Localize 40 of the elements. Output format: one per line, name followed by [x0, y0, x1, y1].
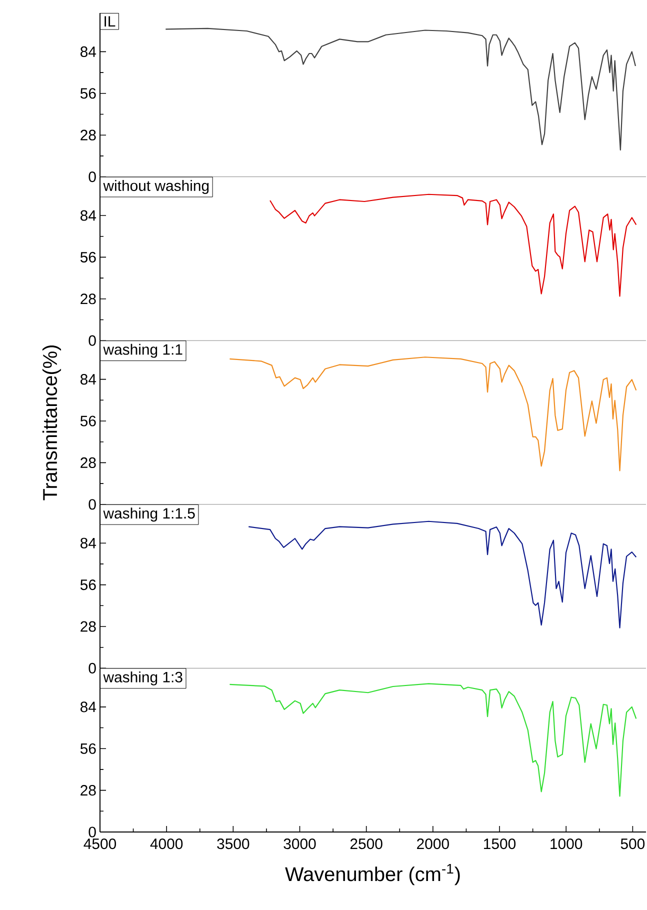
annotation: washing 1:1 — [103, 344, 182, 358]
y-tick-label: 28 — [80, 294, 96, 304]
annotation: without washing — [103, 180, 209, 194]
annotation: washing 1:1.5 — [103, 508, 195, 522]
x-tick-label: 1000 — [550, 838, 582, 850]
x-tick-label: 3000 — [284, 838, 316, 850]
x-tick-label: 2000 — [417, 838, 449, 850]
y-tick-label: 56 — [80, 416, 96, 426]
y-tick-label: 0 — [88, 171, 96, 182]
y-tick-label: 84 — [80, 702, 96, 712]
y-tick-label: 28 — [80, 130, 96, 140]
x-tick-label: 500 — [620, 838, 645, 850]
annotation: washing 1:3 — [103, 671, 182, 686]
y-tick-label: 28 — [80, 621, 96, 632]
line-series — [248, 520, 637, 628]
line-series — [229, 356, 637, 472]
y-tick-label: 28 — [80, 457, 96, 468]
y-tick-label: 84 — [80, 374, 96, 385]
y-tick-label: 56 — [80, 88, 96, 99]
y-tick-label: 56 — [80, 580, 96, 590]
y-tick-label: 0 — [88, 499, 96, 510]
x-axis-title: Wavenumber (cm$^{-1}$) — [285, 864, 460, 886]
y-tick-label: 28 — [80, 785, 96, 796]
y-tick-label: 0 — [88, 662, 96, 674]
y-tick-label: 0 — [88, 335, 96, 346]
line-series — [270, 194, 637, 297]
y-tick-label: 84 — [80, 538, 96, 548]
y-tick-label: 56 — [80, 252, 96, 262]
x-tick-label: 4000 — [150, 838, 183, 850]
y-tick-label: 84 — [80, 210, 96, 221]
y-axis-title: Transmittance(%) — [42, 345, 62, 500]
y-tick-label: 56 — [80, 743, 96, 754]
line-series — [229, 683, 637, 797]
annotation: IL — [104, 16, 116, 27]
x-tick-label: 4500 — [84, 838, 116, 850]
x-tick-label: 1500 — [484, 838, 516, 850]
y-tick-label: 0 — [88, 826, 96, 838]
y-tick-label: 84 — [80, 46, 96, 57]
x-tick-label: 3500 — [217, 838, 250, 850]
x-tick-label: 2500 — [350, 838, 382, 850]
